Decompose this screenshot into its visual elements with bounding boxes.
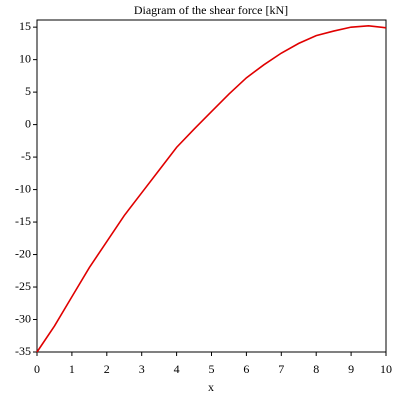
x-axis-label: x: [208, 380, 214, 394]
x-tick-label: 2: [104, 362, 110, 376]
y-tick-label: -10: [15, 181, 31, 195]
y-tick-label: -35: [15, 344, 31, 358]
x-tick-label: 6: [243, 362, 249, 376]
data-line: [36, 25, 387, 353]
y-tick-label: 5: [25, 84, 31, 98]
x-tick-label: 7: [278, 362, 284, 376]
x-tick-label: 1: [69, 362, 75, 376]
y-tick-label: -5: [21, 149, 31, 163]
x-tick-label: 10: [380, 362, 392, 376]
y-tick-label: -15: [15, 214, 31, 228]
x-tick-label: 0: [34, 362, 40, 376]
y-tick-label: 15: [19, 19, 31, 33]
y-tick-label: -20: [15, 246, 31, 260]
chart-title: Diagram of the shear force [kN]: [134, 3, 288, 17]
y-tick-label: 0: [25, 116, 31, 130]
y-tick-label: -30: [15, 311, 31, 325]
y-tick-label: 10: [19, 51, 31, 65]
x-tick-label: 9: [348, 362, 354, 376]
y-tick-label: -25: [15, 279, 31, 293]
x-tick-label: 4: [174, 362, 180, 376]
x-tick-label: 8: [313, 362, 319, 376]
x-tick-label: 5: [209, 362, 215, 376]
x-tick-label: 3: [139, 362, 145, 376]
